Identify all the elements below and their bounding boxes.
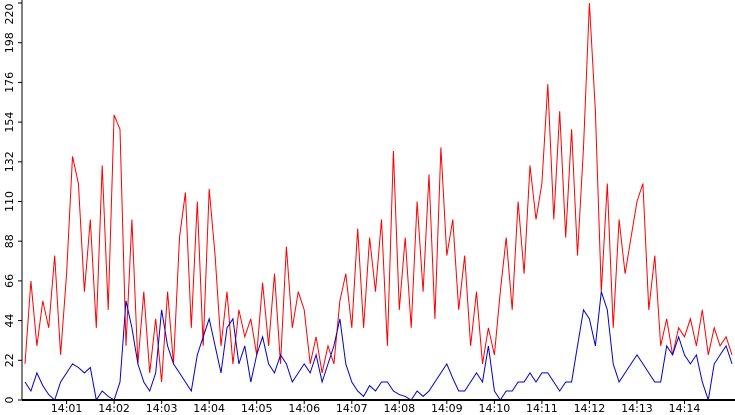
y-tick-label: 176: [3, 72, 16, 93]
y-tick-label: 154: [3, 112, 16, 133]
y-tick-label: 88: [3, 234, 16, 248]
x-tick-label: 14:01: [51, 402, 83, 415]
y-tick-label: 22: [3, 353, 16, 367]
x-tick-label: 14:02: [98, 402, 130, 415]
x-tick-label: 14:06: [288, 402, 320, 415]
y-tick-label: 220: [3, 4, 16, 25]
series-line: [24, 2, 733, 383]
x-tick-label: 14:13: [621, 402, 653, 415]
y-tick-label: 66: [3, 274, 16, 288]
y-tick-label: 44: [3, 314, 16, 328]
series-line: [24, 291, 733, 402]
y-tick-label: 110: [3, 191, 16, 212]
x-tick-label: 14:04: [193, 402, 225, 415]
y-tick-label: 198: [3, 32, 16, 53]
x-tick-label: 14:08: [383, 402, 415, 415]
x-tick-label: 14:05: [241, 402, 273, 415]
x-tick-label: 14:03: [146, 402, 178, 415]
x-tick-label: 14:11: [526, 402, 558, 415]
y-tick-label: 0: [3, 397, 16, 404]
x-tick-label: 14:14: [669, 402, 701, 415]
x-tick-label: 14:12: [574, 402, 606, 415]
x-tick-label: 14:09: [431, 402, 463, 415]
x-tick-label: 14:10: [479, 402, 511, 415]
x-tick-label: 14:07: [336, 402, 368, 415]
y-tick-label: 132: [3, 151, 16, 172]
